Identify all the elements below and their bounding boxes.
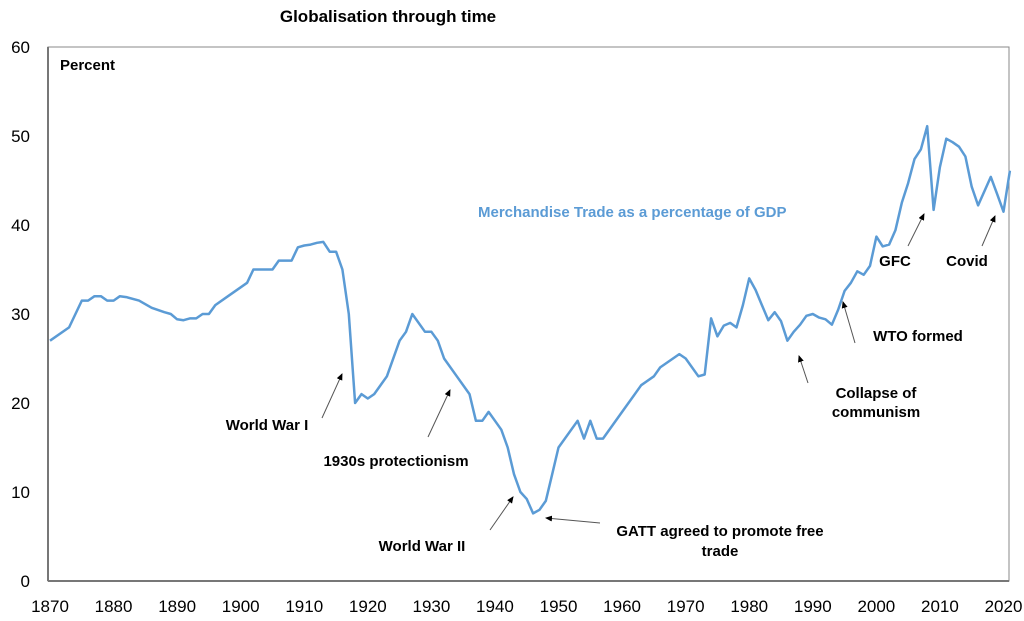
x-tick-label: 1970: [667, 597, 705, 616]
y-tick-label: 60: [11, 38, 30, 57]
y-tick-label: 30: [11, 305, 30, 324]
annotation-covid: Covid: [946, 215, 996, 270]
annotation-text: WTO formed: [873, 328, 963, 345]
series-line: [49, 124, 1012, 515]
annotation-protectionism: 1930s protectionism: [323, 389, 469, 470]
annotation-arrow: [798, 355, 809, 384]
x-tick-label: 1990: [794, 597, 832, 616]
annotation-arrow: [321, 373, 343, 419]
x-tick-label: 2010: [921, 597, 959, 616]
annotation-gatt: GATT agreed to promote free trade: [545, 515, 824, 560]
annotation-text: communism: [832, 404, 920, 421]
annotation-text: Covid: [946, 253, 988, 270]
annotation-text: World War II: [379, 538, 466, 555]
y-tick-label: 10: [11, 483, 30, 502]
annotation-gfc: GFC: [879, 213, 925, 270]
annotation-ww1: World War I: [226, 373, 343, 434]
x-tick-label: 2020: [985, 597, 1023, 616]
y-axis-label: Percent: [60, 57, 115, 74]
annotation-communism: Collapse of communism: [798, 355, 920, 421]
annotation-text: 1930s protectionism: [323, 453, 468, 470]
chart-title: Globalisation through time: [280, 7, 496, 26]
annotation-wto: WTO formed: [841, 301, 963, 345]
annotation-text: GATT agreed to promote free: [616, 523, 823, 540]
x-tick-label: 1930: [412, 597, 450, 616]
annotation-arrow: [907, 213, 925, 247]
x-tick-label: 1980: [730, 597, 768, 616]
x-tick-label: 1890: [158, 597, 196, 616]
x-tick-label: 1910: [285, 597, 323, 616]
x-tick-label: 1950: [540, 597, 578, 616]
y-tick-label: 50: [11, 127, 30, 146]
x-tick-label: 1960: [603, 597, 641, 616]
annotation-text: World War I: [226, 417, 309, 434]
x-tick-label: 1920: [349, 597, 387, 616]
annotation-text: GFC: [879, 253, 911, 270]
x-tick-label: 1940: [476, 597, 514, 616]
annotation-text: trade: [702, 543, 739, 560]
annotation-ww2: World War II: [379, 496, 514, 555]
annotation-arrow: [841, 301, 856, 344]
x-tick-label: 1880: [95, 597, 133, 616]
y-tick-label: 40: [11, 216, 30, 235]
series-label: Merchandise Trade as a percentage of GDP: [478, 204, 786, 221]
x-tick-label: 2000: [857, 597, 895, 616]
x-tick-label: 1900: [222, 597, 260, 616]
annotation-arrow: [545, 515, 601, 524]
y-tick-label: 0: [21, 572, 30, 591]
annotation-arrow: [427, 389, 451, 438]
y-tick-label: 20: [11, 394, 30, 413]
annotation-text: Collapse of: [836, 385, 918, 402]
annotation-arrow: [981, 215, 996, 247]
x-tick-label: 1870: [31, 597, 69, 616]
annotation-arrow: [489, 496, 514, 531]
